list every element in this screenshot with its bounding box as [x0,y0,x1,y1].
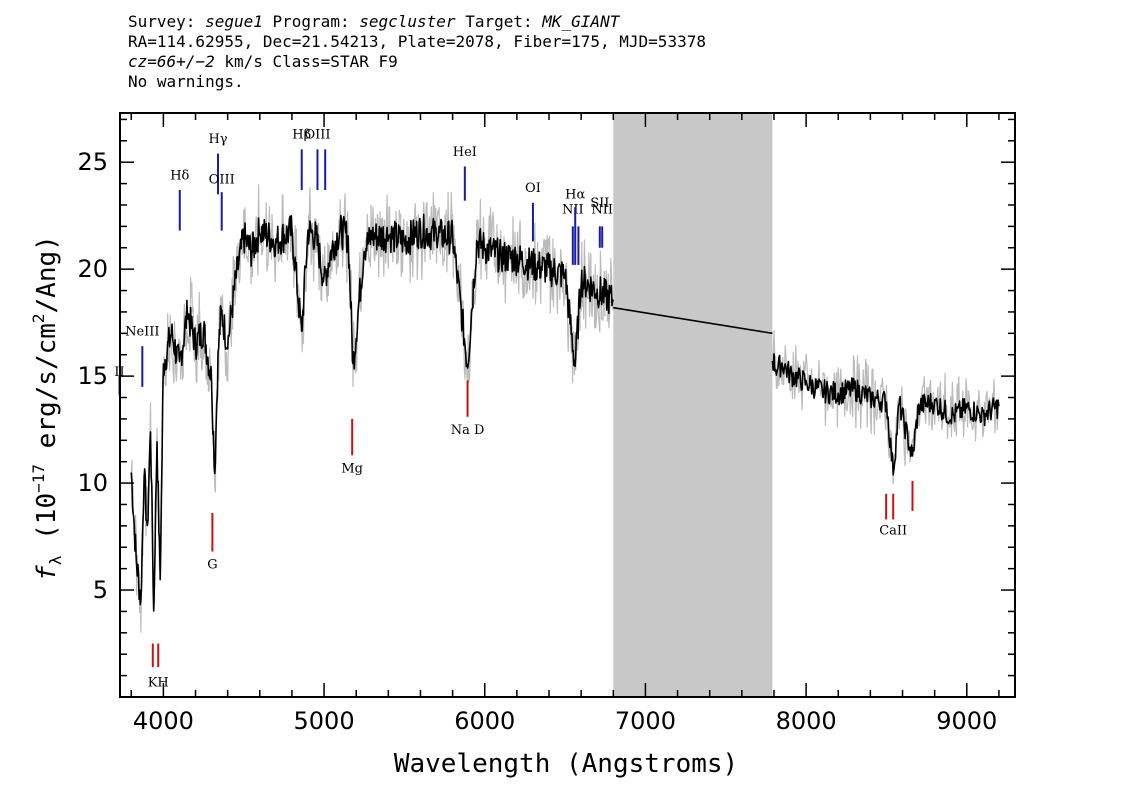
survey-value: segue1 [205,12,263,31]
redshift-value: cz=66+/−2 [128,52,215,71]
absorption-line-label: CaII [879,523,907,538]
target-value: MK_GIANT [542,12,620,31]
flux-curve-red [771,353,1000,476]
absorption-line-label: KH [148,675,169,690]
header-line-2: RA=114.62955, Dec=21.54213, Plate=2078, … [128,32,706,51]
y-tick-label: 25 [77,148,108,176]
x-tick-label: 8000 [776,707,837,735]
header-line-3: cz=66+/−2 km/s Class=STAR F9 [128,52,1028,72]
x-tick-label: 9000 [936,707,997,735]
flux-curve-blue [130,213,615,612]
y-axis-title: fλ (10−17 erg/s/cm2/Ang) [29,235,65,581]
axes: 4000 5000 6000 7000 8000 9000 5 10 15 20 25 [77,112,1016,735]
emission-line-label: Hα [565,188,585,203]
masked-gap-band [613,113,773,697]
emission-line-label: NeIII [125,324,159,339]
emission-line-label: Hδ [170,168,189,183]
plot-area: IINeIIIHδHγOIIIHβOIIIHeIOINIIHαSIINIIKHG… [114,113,1000,697]
emission-line-label: NII [591,203,613,218]
absorption-line-label: G [207,558,217,573]
emission-line-label: OI [525,181,541,196]
y-tick-label: 15 [77,362,108,390]
y-tick-label: 5 [93,576,108,604]
emission-line-label: OIII [304,128,330,143]
emission-line-label: Hγ [208,132,227,147]
class-value: km/s Class=STAR F9 [224,52,398,71]
target-label: Target: [465,12,533,31]
program-label: Program: [272,12,350,31]
flux-gap-interpolation [613,306,773,335]
x-tick-label: 5000 [294,707,355,735]
header-line-4: No warnings. [128,72,244,91]
emission-line-label: OIII [209,173,235,188]
emission-line-label: HeI [453,145,477,160]
program-value: segcluster [359,12,456,31]
emission-line-label: Hβ [292,128,311,143]
absorption-line-label: Mg [341,461,363,476]
plot-frame [119,112,1016,698]
y-tick-label: 10 [77,469,108,497]
x-axis-title: Wavelength (Angstroms) [394,749,738,779]
error-envelope-blue [130,184,614,633]
survey-label: Survey: [128,12,196,31]
x-tick-label: 4000 [133,707,194,735]
absorption-line-label: Na D [451,423,485,438]
y-tick-label: 20 [77,255,108,283]
x-tick-label: 7000 [615,707,676,735]
emission-line-label: SII [590,196,609,211]
x-tick-label: 6000 [454,707,515,735]
emission-line-label: NII [562,203,584,218]
spectrum-header: Survey: segue1 Program: segcluster Targe… [128,12,1028,92]
header-line-1: Survey: segue1 Program: segcluster Targe… [128,12,1028,32]
